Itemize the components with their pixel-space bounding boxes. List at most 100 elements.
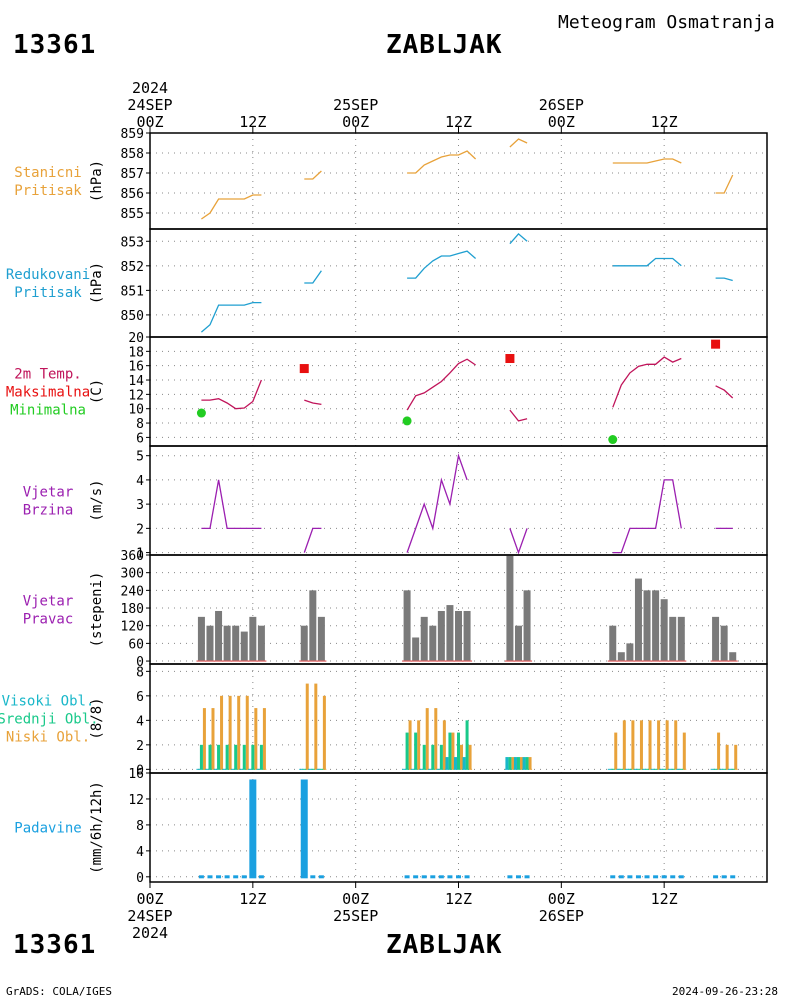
y-axis-label: (C) (89, 379, 105, 404)
cloud-bar (465, 720, 469, 770)
series-line-segment (612, 356, 682, 408)
cloud-bar (242, 744, 246, 770)
y-tick-label: 12 (128, 793, 144, 808)
cloud-bar (725, 744, 729, 770)
series-line-segment (509, 409, 528, 422)
y-tick-label: 851 (121, 284, 144, 299)
precip-bar (515, 875, 521, 879)
cloud-bar (457, 732, 460, 770)
panel-title-line: Stanicni (14, 165, 81, 181)
precip-bar (635, 875, 641, 879)
bottom-date-label-2: 25SEP (333, 907, 378, 925)
cloud-bar (431, 744, 435, 770)
panel-title-line: Padavine (14, 821, 81, 837)
wind-direction-bar (232, 625, 240, 662)
top-date-label-4: 26SEP (539, 96, 584, 114)
precip-bar (713, 875, 719, 879)
precip-bar (456, 875, 461, 879)
series-line-segment (407, 150, 477, 174)
series-line-segment (509, 528, 528, 555)
y-tick-label: 858 (121, 147, 144, 162)
precip-bar (653, 875, 659, 879)
bottom-tick-label-2: 00Z (342, 890, 369, 908)
cloud-bar (505, 757, 509, 770)
wind-direction-bar (206, 625, 214, 662)
wind-direction-bar (197, 616, 205, 662)
y-tick-label: 20 (128, 331, 144, 346)
marker-min (402, 416, 412, 426)
wind-direction-bar (506, 555, 514, 662)
y-tick-label: 120 (121, 620, 144, 635)
series-line-segment (612, 257, 682, 267)
precip-bar (464, 875, 470, 879)
y-tick-label: 1 (136, 547, 144, 562)
y-axis-label: (stepeni) (89, 572, 105, 648)
series-line-segment (715, 277, 733, 282)
cloud-bar (254, 708, 258, 770)
y-tick-label: 18 (128, 345, 144, 360)
cloud-bar (442, 720, 446, 770)
cloud-bar (468, 744, 472, 770)
precip-bar (207, 875, 213, 879)
series-line-segment (304, 270, 322, 284)
top-tick-label-2: 00Z (342, 113, 369, 131)
wind-direction-bar (523, 590, 531, 662)
top-tick-label-0: 00Z (136, 113, 163, 131)
y-axis-label: (8/8) (89, 697, 105, 739)
panel-title-line: Visoki Obl. (2, 694, 95, 710)
cloud-bar (251, 744, 255, 770)
wind-direction-bar (257, 625, 265, 662)
y-axis-label: (m/s) (89, 479, 105, 521)
cloud-bar (508, 757, 512, 770)
bottom-tick-label-3: 12Z (445, 890, 472, 908)
cloud-bar (422, 744, 426, 770)
series-line-segment (509, 138, 528, 148)
y-tick-label: 2 (136, 739, 144, 754)
wind-direction-bar (643, 590, 651, 662)
wind-direction-bar (249, 616, 257, 662)
panel-reduced_pressure: 850 851 852 853 (hPa)Redukovani Pritisak (6, 228, 768, 338)
cloud-bar (734, 744, 738, 770)
panel-cloud_cover: 0 2 4 6 8 (8/8)Visoki Obl. Srednji Obl. Niski O… (0, 663, 768, 778)
wind-direction-bar (403, 590, 411, 662)
header-station-id: 13361 (13, 30, 97, 60)
bottom-tick-label-5: 12Z (651, 890, 678, 908)
precip-bar (644, 875, 650, 879)
cloud-bar (528, 757, 532, 770)
cloud-bar (439, 744, 443, 770)
y-tick-label: 8 (136, 417, 144, 432)
y-tick-label: 856 (121, 187, 144, 202)
precip-bar (447, 875, 453, 879)
y-axis-label: (mm/6h/12h) (89, 781, 105, 874)
panel-title-line: 2m Temp. (14, 367, 81, 383)
cloud-bar (519, 757, 523, 770)
cloud-bar (425, 708, 429, 770)
cloud-bar (522, 757, 526, 770)
wind-direction-bar (420, 616, 428, 662)
wind-direction-bar (412, 637, 420, 662)
marker-min (608, 435, 618, 445)
bottom-tick-label-4: 00Z (548, 890, 575, 908)
y-tick-label: 859 (121, 127, 144, 142)
cloud-bar (614, 732, 618, 770)
y-axis-label: (hPa) (89, 160, 105, 202)
cloud-bar (639, 720, 643, 770)
top-date-label-2: 25SEP (333, 96, 378, 114)
series-line-segment (303, 527, 322, 553)
y-tick-label: 8 (136, 665, 144, 680)
y-tick-label: 6 (136, 690, 144, 705)
series-line-segment (201, 379, 263, 410)
y-tick-label: 12 (128, 388, 144, 403)
cloud-bar (682, 732, 686, 770)
precip-bar (233, 875, 239, 879)
panel-title-line: Brzina (23, 503, 74, 519)
precip-bar (438, 875, 444, 879)
marker-max (505, 354, 515, 364)
wind-direction-bar (712, 616, 720, 662)
y-tick-label: 852 (121, 260, 144, 275)
y-tick-label: 360 (121, 549, 144, 564)
precip-bar (618, 875, 624, 879)
cloud-bar (259, 744, 263, 770)
top-tick-label-4: 00Z (548, 113, 575, 131)
precip-bar (404, 875, 410, 879)
